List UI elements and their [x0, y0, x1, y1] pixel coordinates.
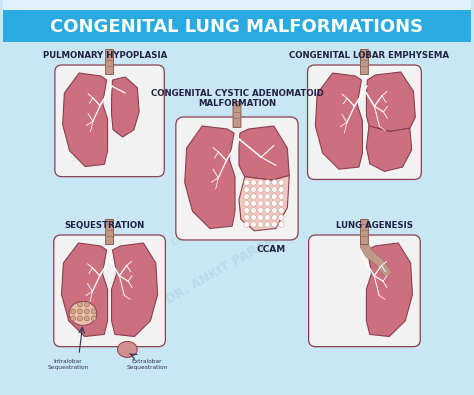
Circle shape [272, 187, 277, 192]
FancyBboxPatch shape [308, 65, 421, 179]
FancyBboxPatch shape [106, 220, 113, 245]
Ellipse shape [69, 301, 97, 325]
Polygon shape [366, 72, 415, 132]
Circle shape [258, 222, 263, 227]
Polygon shape [239, 176, 289, 231]
Circle shape [84, 302, 89, 307]
Text: CCAM: CCAM [256, 245, 285, 254]
Polygon shape [63, 73, 108, 167]
Text: CHILDREN'S CHEST CLINIC: CHILDREN'S CHEST CLINIC [170, 173, 290, 247]
Circle shape [272, 180, 277, 185]
Circle shape [264, 180, 270, 185]
Circle shape [258, 215, 263, 220]
Circle shape [251, 187, 256, 192]
Circle shape [272, 222, 277, 227]
Polygon shape [185, 126, 235, 228]
Text: Intralobar
Sequestration: Intralobar Sequestration [47, 359, 89, 370]
Circle shape [264, 201, 270, 206]
Circle shape [77, 316, 82, 321]
Circle shape [272, 215, 277, 220]
Circle shape [244, 187, 249, 192]
Circle shape [251, 222, 256, 227]
FancyBboxPatch shape [106, 49, 113, 75]
Circle shape [258, 208, 263, 213]
Circle shape [251, 201, 256, 206]
Polygon shape [315, 73, 363, 169]
Circle shape [264, 194, 270, 199]
Polygon shape [111, 243, 157, 337]
Circle shape [251, 208, 256, 213]
Circle shape [244, 194, 249, 199]
FancyBboxPatch shape [176, 117, 298, 240]
Circle shape [258, 180, 263, 185]
Circle shape [279, 180, 284, 185]
Circle shape [264, 222, 270, 227]
Circle shape [258, 187, 263, 192]
Text: Extralobar
Sequestration: Extralobar Sequestration [127, 359, 168, 370]
Circle shape [279, 215, 284, 220]
Circle shape [84, 309, 89, 314]
Bar [3, 10, 471, 42]
Text: CONGENITAL LOBAR EMPHYSEMA: CONGENITAL LOBAR EMPHYSEMA [289, 51, 449, 60]
Circle shape [91, 309, 96, 314]
Text: CONGENITAL CYSTIC ADENOMATOID
MALFORMATION: CONGENITAL CYSTIC ADENOMATOID MALFORMATI… [151, 88, 323, 108]
Circle shape [244, 180, 249, 185]
Circle shape [258, 194, 263, 199]
FancyBboxPatch shape [54, 235, 165, 347]
FancyBboxPatch shape [55, 65, 164, 177]
Circle shape [244, 222, 249, 227]
Circle shape [279, 222, 284, 227]
Circle shape [251, 215, 256, 220]
Circle shape [71, 316, 75, 321]
Circle shape [264, 208, 270, 213]
Text: SEQUESTRATION: SEQUESTRATION [64, 221, 145, 230]
FancyBboxPatch shape [361, 49, 368, 75]
Circle shape [272, 208, 277, 213]
Circle shape [279, 208, 284, 213]
Circle shape [244, 215, 249, 220]
Circle shape [251, 180, 256, 185]
Bar [3, 0, 471, 10]
Text: DR. ANKIT PARAKH: DR. ANKIT PARAKH [164, 229, 286, 307]
Circle shape [264, 187, 270, 192]
Circle shape [272, 194, 277, 199]
FancyBboxPatch shape [233, 102, 241, 128]
Circle shape [244, 201, 249, 206]
Text: CONGENITAL LUNG MALFORMATIONS: CONGENITAL LUNG MALFORMATIONS [50, 18, 424, 36]
FancyBboxPatch shape [361, 220, 368, 245]
Text: LUNG AGENESIS: LUNG AGENESIS [336, 221, 413, 230]
Text: PULMONARY HYPOPLASIA: PULMONARY HYPOPLASIA [43, 51, 167, 60]
Polygon shape [366, 243, 412, 337]
Circle shape [279, 187, 284, 192]
Circle shape [244, 208, 249, 213]
Circle shape [77, 309, 82, 314]
Polygon shape [239, 126, 289, 180]
Circle shape [84, 316, 89, 321]
Ellipse shape [118, 341, 137, 357]
Circle shape [272, 201, 277, 206]
Circle shape [258, 201, 263, 206]
Circle shape [279, 194, 284, 199]
Circle shape [264, 215, 270, 220]
Circle shape [91, 316, 96, 321]
Circle shape [251, 194, 256, 199]
FancyBboxPatch shape [309, 235, 420, 347]
Circle shape [279, 201, 284, 206]
Polygon shape [62, 243, 108, 337]
Circle shape [77, 302, 82, 307]
Polygon shape [111, 77, 139, 137]
Circle shape [71, 309, 75, 314]
Polygon shape [366, 126, 412, 171]
